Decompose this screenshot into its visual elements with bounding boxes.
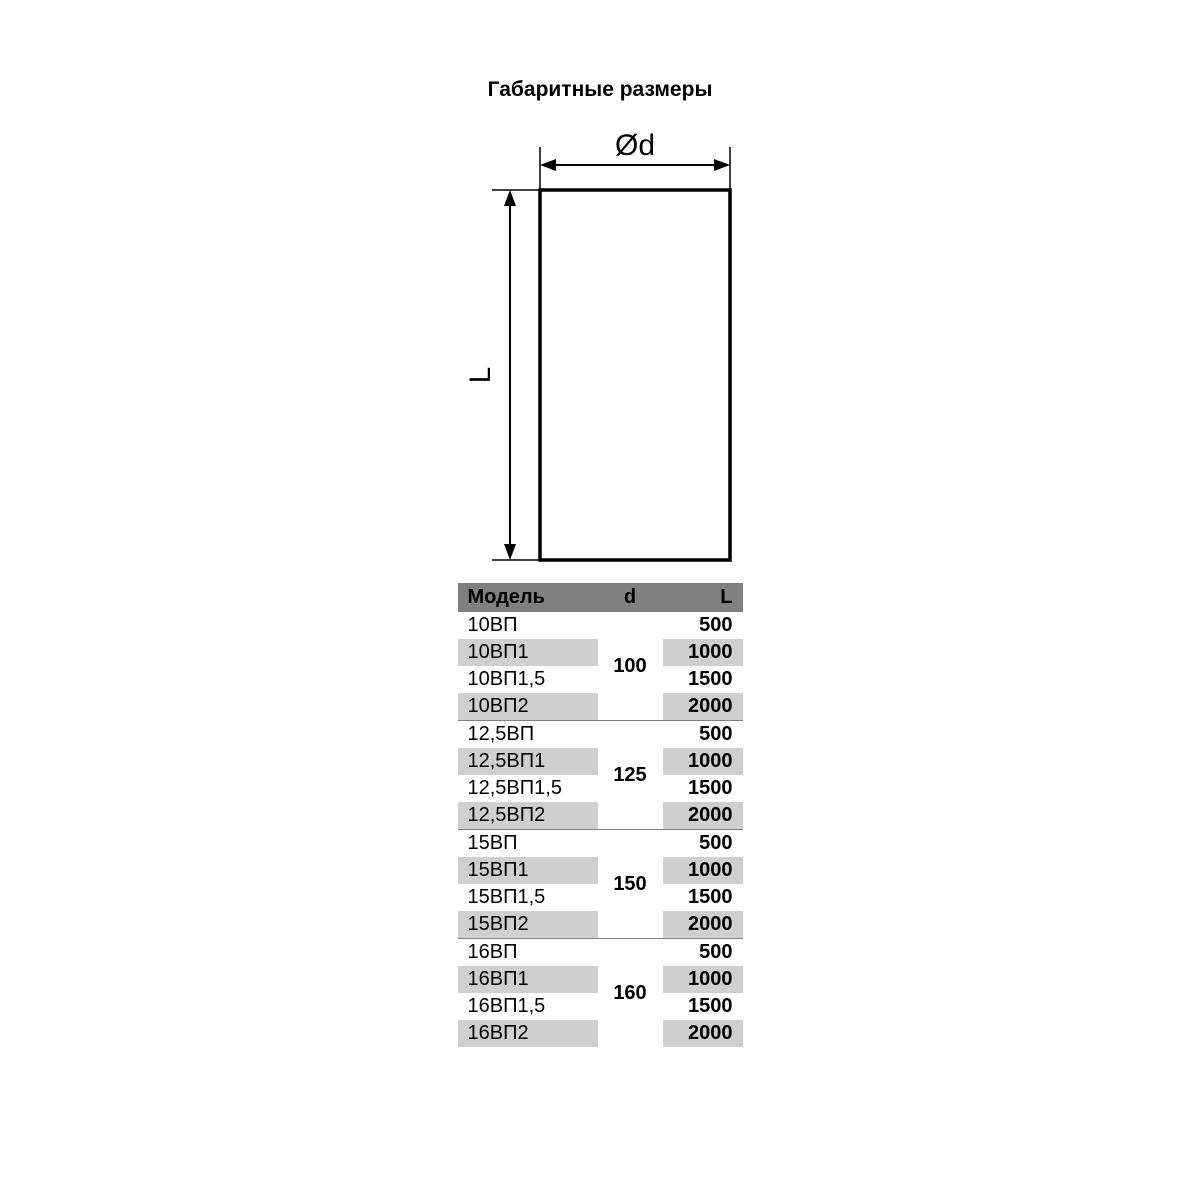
col-header-d: d [598, 583, 663, 612]
cell-l: 2000 [663, 911, 743, 939]
cell-l: 500 [663, 721, 743, 749]
cell-model: 15ВП [458, 830, 598, 858]
cell-l: 1000 [663, 966, 743, 993]
dimensions-table-container: Модель d L 10ВП10050010ВП1100010ВП1,5150… [458, 583, 743, 1047]
cell-l: 500 [663, 939, 743, 967]
cell-model: 16ВП [458, 939, 598, 967]
col-header-model: Модель [458, 583, 598, 612]
svg-text:L: L [464, 367, 497, 384]
table-row: 10ВП100500 [458, 612, 743, 639]
cell-model: 16ВП1,5 [458, 993, 598, 1020]
cell-l: 1500 [663, 884, 743, 911]
cell-l: 1000 [663, 748, 743, 775]
dimensions-table: Модель d L 10ВП10050010ВП1100010ВП1,5150… [458, 583, 743, 1047]
cell-l: 2000 [663, 693, 743, 721]
cell-l: 500 [663, 612, 743, 639]
cell-l: 1500 [663, 666, 743, 693]
cell-l: 1500 [663, 993, 743, 1020]
cell-model: 12,5ВП2 [458, 802, 598, 830]
cell-model: 12,5ВП [458, 721, 598, 749]
cell-l: 1500 [663, 775, 743, 802]
cell-model: 10ВП1,5 [458, 666, 598, 693]
cell-model: 10ВП [458, 612, 598, 639]
cell-l: 1000 [663, 639, 743, 666]
table-row: 15ВП150500 [458, 830, 743, 858]
cell-l: 1000 [663, 857, 743, 884]
cell-d: 160 [598, 939, 663, 1048]
cell-model: 15ВП1,5 [458, 884, 598, 911]
svg-text:Ød: Ød [615, 129, 655, 162]
table-header-row: Модель d L [458, 583, 743, 612]
cell-model: 16ВП2 [458, 1020, 598, 1047]
table-row: 12,5ВП125500 [458, 721, 743, 749]
cell-d: 150 [598, 830, 663, 939]
cell-model: 15ВП2 [458, 911, 598, 939]
page-title: Габаритные размеры [488, 78, 713, 102]
cell-model: 12,5ВП1,5 [458, 775, 598, 802]
dimension-diagram: Ød L [410, 110, 790, 575]
cell-l: 2000 [663, 1020, 743, 1047]
cell-d: 125 [598, 721, 663, 830]
cell-model: 10ВП2 [458, 693, 598, 721]
cell-l: 2000 [663, 802, 743, 830]
col-header-l: L [663, 583, 743, 612]
cell-model: 15ВП1 [458, 857, 598, 884]
cell-model: 10ВП1 [458, 639, 598, 666]
cell-d: 100 [598, 612, 663, 721]
cell-l: 500 [663, 830, 743, 858]
cell-model: 16ВП1 [458, 966, 598, 993]
cell-model: 12,5ВП1 [458, 748, 598, 775]
table-row: 16ВП160500 [458, 939, 743, 967]
